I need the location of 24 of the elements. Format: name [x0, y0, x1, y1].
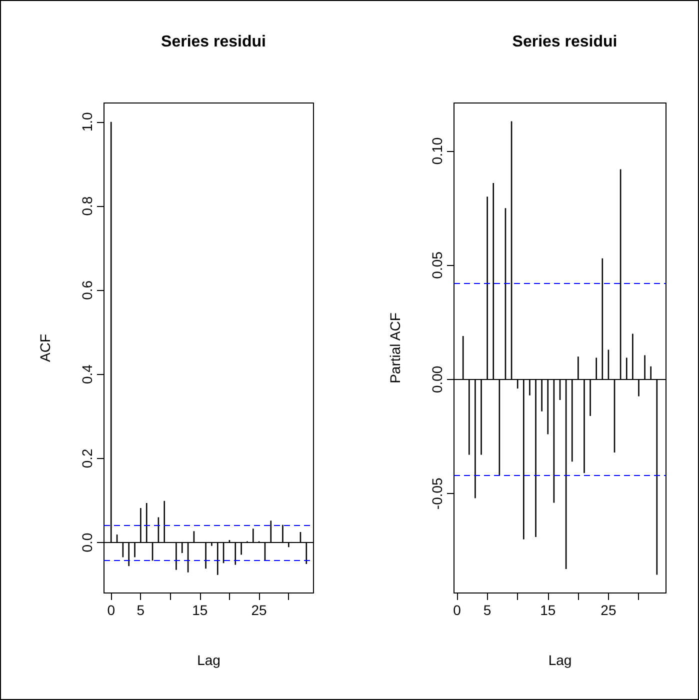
y-axis-title: ACF [37, 334, 53, 362]
x-tick-label: 5 [482, 602, 491, 618]
y-tick-label: 0.6 [79, 280, 95, 300]
y-tick-label: 0.2 [79, 448, 95, 468]
x-tick-label: 25 [251, 602, 268, 618]
y-tick-label: 0.10 [428, 137, 444, 165]
y-tick-label: 0.8 [79, 196, 95, 216]
y-axis-title: Partial ACF [386, 312, 402, 384]
x-tick-label: 5 [136, 602, 145, 618]
x-tick-label: 15 [540, 602, 556, 618]
x-axis-title: Lag [548, 652, 572, 668]
x-tick-label: 0 [452, 602, 461, 618]
y-tick-label: 0.0 [79, 532, 95, 552]
y-tick-label: 0.05 [428, 251, 444, 279]
x-tick-label: 25 [600, 602, 616, 618]
chart-title: Series residui [161, 34, 266, 50]
y-tick-label: 1.0 [79, 112, 95, 132]
y-tick-label: -0.05 [428, 477, 444, 510]
y-tick-label: 0.4 [79, 364, 95, 384]
chart-title: Series residui [512, 34, 617, 50]
y-tick-label: 0.00 [428, 366, 444, 394]
x-tick-label: 0 [107, 602, 116, 618]
x-tick-label: 15 [192, 602, 208, 618]
x-axis-title: Lag [197, 652, 220, 668]
